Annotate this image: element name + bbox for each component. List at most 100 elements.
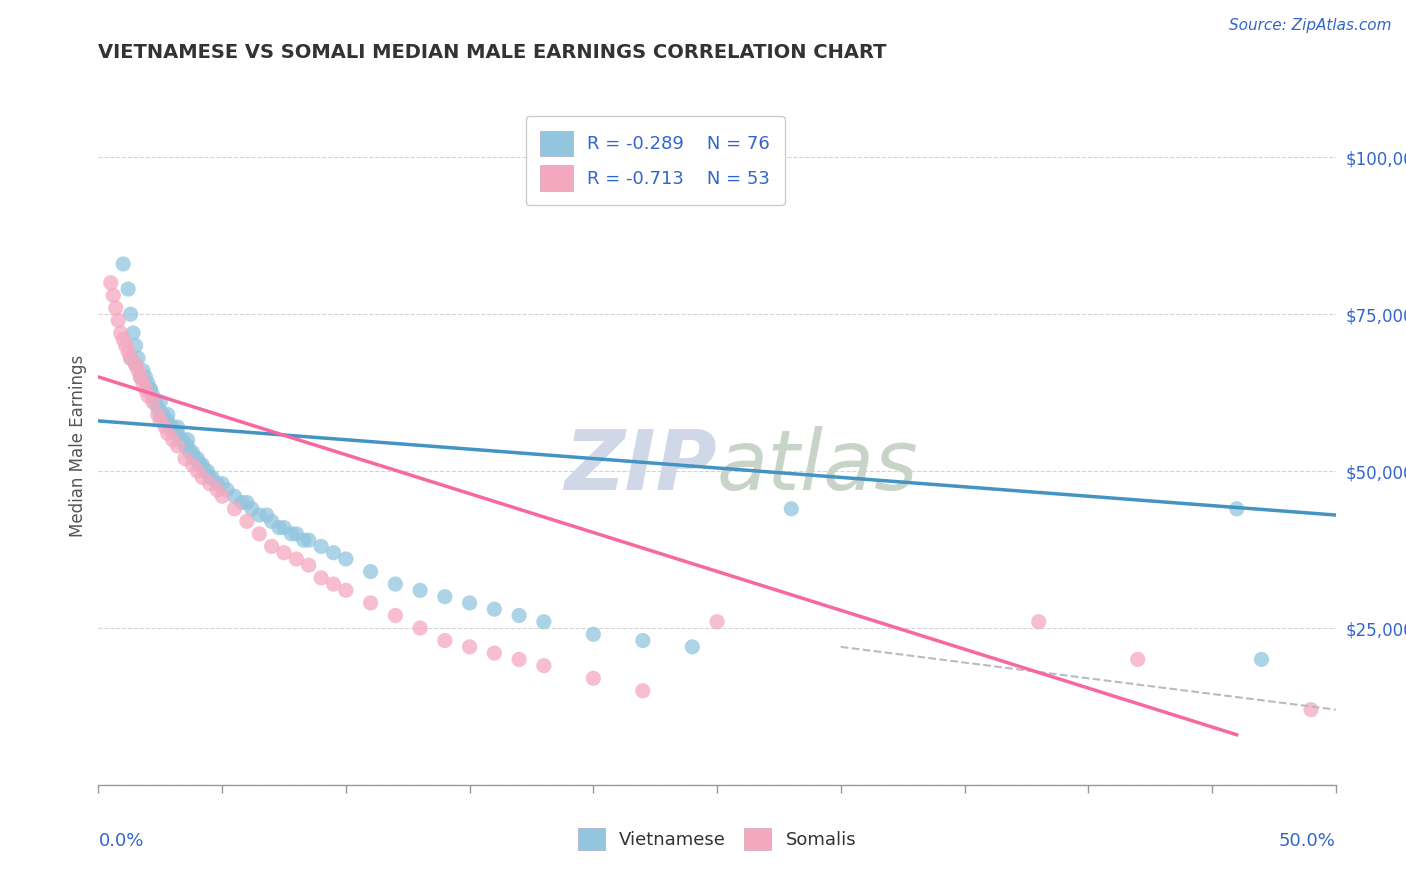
- Text: VIETNAMESE VS SOMALI MEDIAN MALE EARNINGS CORRELATION CHART: VIETNAMESE VS SOMALI MEDIAN MALE EARNING…: [98, 44, 887, 62]
- Point: [267, 520, 290, 534]
- Point: [280, 527, 302, 541]
- Point: [104, 301, 127, 315]
- Point: [384, 577, 406, 591]
- Point: [335, 583, 357, 598]
- Text: ZIP: ZIP: [564, 425, 717, 507]
- Point: [322, 546, 344, 560]
- Point: [172, 433, 194, 447]
- Point: [360, 565, 382, 579]
- Point: [146, 408, 169, 422]
- Point: [124, 338, 146, 352]
- Point: [162, 433, 184, 447]
- Point: [149, 408, 172, 422]
- Point: [508, 608, 530, 623]
- Point: [146, 401, 169, 416]
- Point: [458, 640, 481, 654]
- Point: [706, 615, 728, 629]
- Point: [198, 470, 221, 484]
- Point: [458, 596, 481, 610]
- Point: [129, 370, 152, 384]
- Point: [211, 476, 233, 491]
- Point: [195, 464, 218, 478]
- Point: [166, 439, 188, 453]
- Point: [298, 533, 321, 548]
- Point: [335, 552, 357, 566]
- Point: [174, 439, 197, 453]
- Point: [247, 508, 270, 522]
- Point: [132, 364, 155, 378]
- Y-axis label: Median Male Earnings: Median Male Earnings: [69, 355, 87, 537]
- Point: [112, 332, 135, 346]
- Point: [217, 483, 239, 497]
- Point: [181, 458, 204, 472]
- Point: [236, 514, 259, 528]
- Point: [224, 501, 246, 516]
- Point: [631, 683, 654, 698]
- Point: [134, 383, 156, 397]
- Point: [211, 489, 233, 503]
- Point: [132, 376, 155, 391]
- Point: [129, 370, 152, 384]
- Point: [201, 470, 224, 484]
- Point: [188, 458, 211, 472]
- Point: [191, 470, 214, 484]
- Point: [155, 420, 177, 434]
- Point: [231, 495, 253, 509]
- Point: [533, 615, 555, 629]
- Point: [139, 383, 162, 397]
- Legend: Vietnamese, Somalis: Vietnamese, Somalis: [571, 821, 863, 857]
- Point: [1028, 615, 1050, 629]
- Point: [260, 540, 283, 554]
- Point: [292, 533, 315, 548]
- Point: [194, 464, 217, 478]
- Point: [120, 351, 142, 365]
- Point: [136, 376, 159, 391]
- Point: [165, 426, 187, 441]
- Point: [285, 527, 308, 541]
- Point: [149, 414, 172, 428]
- Point: [152, 408, 174, 422]
- Point: [169, 433, 191, 447]
- Point: [100, 276, 122, 290]
- Point: [162, 420, 184, 434]
- Point: [174, 451, 197, 466]
- Point: [142, 395, 165, 409]
- Point: [176, 439, 198, 453]
- Point: [533, 658, 555, 673]
- Point: [256, 508, 278, 522]
- Point: [156, 408, 179, 422]
- Point: [205, 483, 228, 497]
- Text: atlas: atlas: [717, 425, 918, 507]
- Point: [136, 389, 159, 403]
- Point: [122, 326, 145, 340]
- Point: [508, 652, 530, 666]
- Point: [285, 552, 308, 566]
- Point: [110, 326, 132, 340]
- Point: [181, 445, 204, 459]
- Point: [631, 633, 654, 648]
- Point: [1126, 652, 1149, 666]
- Point: [127, 364, 149, 378]
- Point: [1226, 501, 1249, 516]
- Point: [179, 445, 201, 459]
- Point: [124, 358, 146, 372]
- Point: [384, 608, 406, 623]
- Point: [103, 288, 125, 302]
- Point: [186, 464, 208, 478]
- Point: [1299, 703, 1322, 717]
- Point: [433, 590, 456, 604]
- Point: [205, 476, 228, 491]
- Point: [409, 583, 432, 598]
- Point: [120, 307, 142, 321]
- Point: [582, 627, 605, 641]
- Point: [191, 458, 214, 472]
- Point: [117, 344, 139, 359]
- Point: [484, 602, 506, 616]
- Text: 0.0%: 0.0%: [98, 832, 143, 850]
- Point: [142, 389, 165, 403]
- Point: [155, 414, 177, 428]
- Point: [309, 571, 332, 585]
- Point: [184, 451, 207, 466]
- Point: [236, 495, 259, 509]
- Point: [176, 433, 198, 447]
